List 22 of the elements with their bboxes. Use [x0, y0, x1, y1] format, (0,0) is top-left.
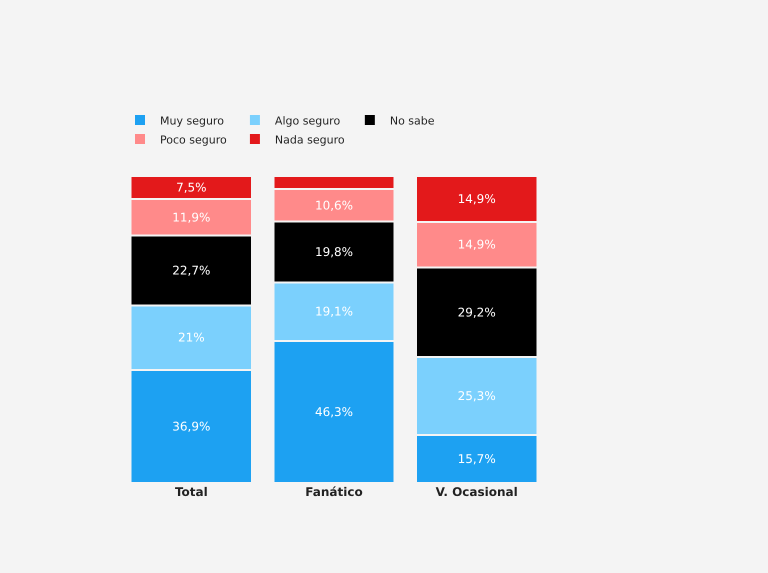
- legend-label: Muy seguro: [160, 114, 224, 128]
- data-label: 10,6%: [314, 198, 354, 212]
- data-label: 36,9%: [172, 419, 210, 434]
- data-label: 46,3%: [314, 404, 354, 419]
- data-label: 25,3%: [458, 389, 496, 404]
- x-tick-label: Fanático: [305, 485, 363, 499]
- data-label: 15,7%: [458, 452, 496, 466]
- data-label: 29,2%: [458, 305, 496, 320]
- legend-label: Nada seguro: [274, 133, 345, 146]
- data-label: 21%: [178, 330, 205, 345]
- data-label: 19,8%: [314, 244, 354, 259]
- data-label: 7,5%: [176, 180, 207, 195]
- data-label: 11,9%: [172, 210, 210, 224]
- legend-label: No sabe: [390, 114, 435, 128]
- data-label: 22,7%: [172, 264, 210, 278]
- data-label: 19,1%: [314, 304, 354, 319]
- x-tick-label: V. Ocasional: [436, 485, 518, 499]
- data-label: 14,9%: [458, 238, 496, 252]
- x-tick-label: Total: [174, 485, 208, 499]
- legend-label: Poco seguro: [160, 133, 227, 146]
- legend-label: Algo seguro: [274, 114, 340, 128]
- data-label: 14,9%: [458, 192, 496, 206]
